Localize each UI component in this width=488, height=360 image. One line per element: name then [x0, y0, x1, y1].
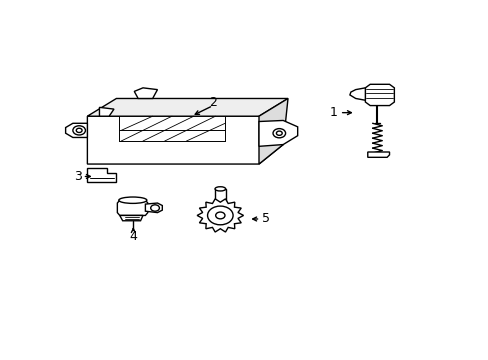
Polygon shape: [365, 84, 393, 105]
Text: 2: 2: [209, 95, 217, 108]
Polygon shape: [367, 152, 389, 157]
Polygon shape: [197, 199, 243, 232]
Polygon shape: [87, 99, 287, 116]
Text: 1: 1: [329, 106, 337, 119]
Ellipse shape: [215, 187, 225, 191]
Polygon shape: [259, 99, 287, 164]
Circle shape: [276, 131, 282, 135]
Circle shape: [73, 126, 85, 135]
Polygon shape: [117, 200, 147, 215]
Circle shape: [272, 129, 285, 138]
Polygon shape: [215, 189, 225, 212]
Circle shape: [150, 205, 159, 211]
Circle shape: [215, 212, 224, 219]
Polygon shape: [145, 203, 162, 213]
Polygon shape: [87, 168, 116, 182]
Text: 5: 5: [262, 212, 270, 225]
Polygon shape: [349, 88, 365, 100]
Polygon shape: [87, 116, 283, 164]
Polygon shape: [120, 215, 142, 221]
Circle shape: [76, 128, 82, 132]
Circle shape: [207, 206, 233, 225]
Polygon shape: [65, 123, 87, 138]
Polygon shape: [259, 121, 297, 146]
Text: 3: 3: [74, 170, 81, 183]
Text: 4: 4: [129, 230, 137, 243]
Ellipse shape: [119, 197, 146, 203]
Polygon shape: [134, 88, 157, 99]
Polygon shape: [99, 107, 114, 116]
